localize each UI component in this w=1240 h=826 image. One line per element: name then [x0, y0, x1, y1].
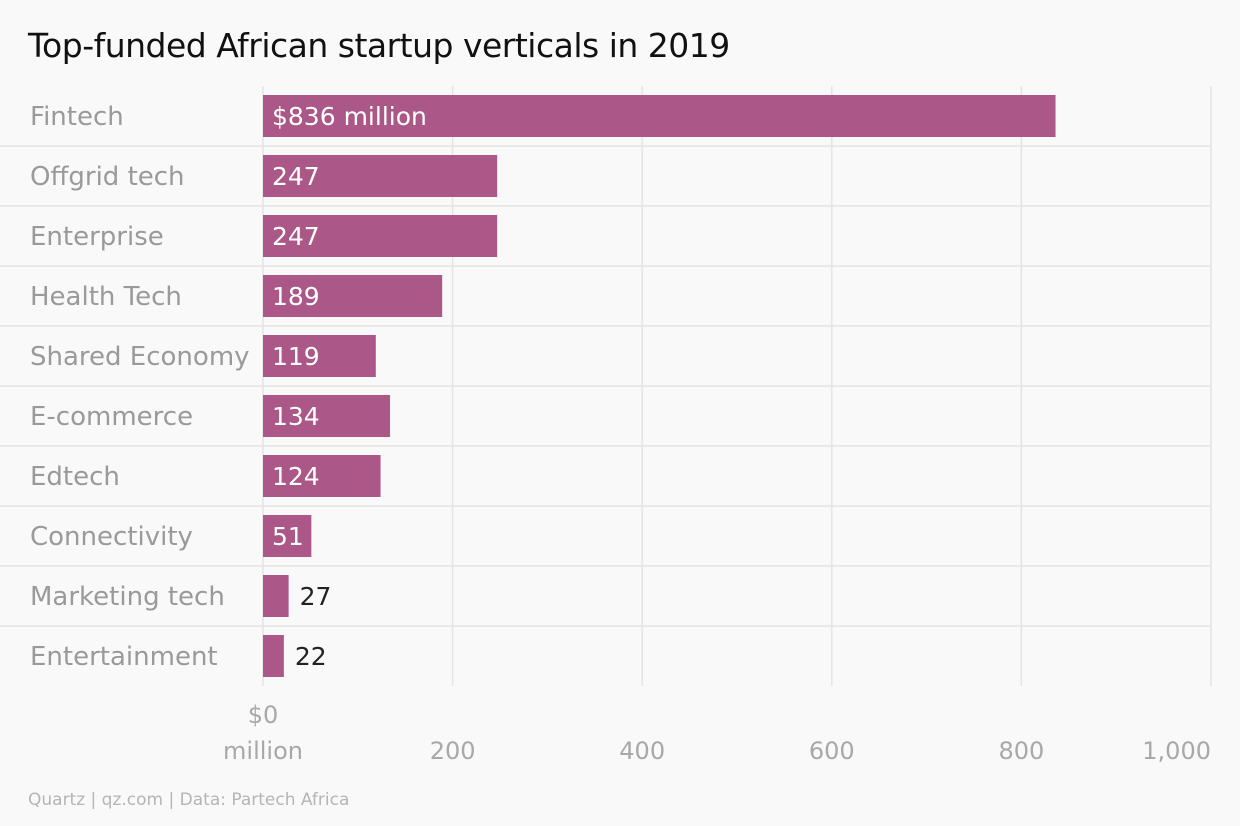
x-tick-label-400: 400 — [619, 737, 665, 765]
bar-shared-economy — [263, 335, 376, 377]
x-axis: $0 200 400 600 800 1,000 million — [223, 701, 1211, 765]
x-tick-label-600: 600 — [809, 737, 855, 765]
bar-enterprise — [263, 215, 498, 257]
bar-marketing-tech — [263, 575, 289, 617]
value-label-marketing-tech: 27 — [300, 582, 332, 611]
grid-lines — [0, 86, 1212, 686]
value-label-fintech: $836 million — [272, 102, 427, 131]
bar-health-tech — [263, 275, 443, 317]
x-tick-label-800: 800 — [998, 737, 1044, 765]
bar-e-commerce — [263, 395, 391, 437]
category-label-entertainment: Entertainment — [30, 642, 218, 672]
value-label-enterprise: 247 — [272, 222, 320, 251]
category-label-fintech: Fintech — [30, 102, 124, 132]
value-label-e-commerce: 134 — [272, 402, 320, 431]
value-label-edtech: 124 — [272, 462, 320, 491]
value-label-entertainment: 22 — [295, 642, 327, 671]
category-label-shared-economy: Shared Economy — [30, 342, 250, 372]
category-label-offgrid-tech: Offgrid tech — [30, 162, 185, 192]
x-tick-label-200: 200 — [430, 737, 476, 765]
category-label-connectivity: Connectivity — [30, 522, 193, 552]
category-label-e-commerce: E-commerce — [30, 402, 193, 432]
chart-rows: Fintech $836 million Offgrid tech 247 Enterp… — [30, 95, 1056, 677]
value-label-offgrid-tech: 247 — [272, 162, 320, 191]
bar-entertainment — [263, 635, 284, 677]
x-tick-label-0: $0 — [248, 701, 279, 729]
category-label-marketing-tech: Marketing tech — [30, 582, 225, 612]
value-label-shared-economy: 119 — [272, 342, 320, 371]
x-tick-sublabel: million — [223, 737, 303, 765]
bar-fintech — [263, 95, 1056, 137]
bar-edtech — [263, 455, 381, 497]
category-label-edtech: Edtech — [30, 462, 120, 492]
bar-offgrid-tech — [263, 155, 498, 197]
bar-chart: Fintech $836 million Offgrid tech 247 Enterp… — [0, 86, 1212, 765]
value-label-connectivity: 51 — [272, 522, 304, 551]
source-note: Quartz | qz.com | Data: Partech Africa — [28, 790, 350, 810]
bar-connectivity — [263, 515, 312, 557]
chart-title: Top-funded African startup verticals in … — [28, 26, 730, 65]
value-label-health-tech: 189 — [272, 282, 320, 311]
category-label-enterprise: Enterprise — [30, 222, 164, 252]
x-tick-label-1000: 1,000 — [1142, 737, 1211, 765]
category-label-health-tech: Health Tech — [30, 282, 182, 312]
